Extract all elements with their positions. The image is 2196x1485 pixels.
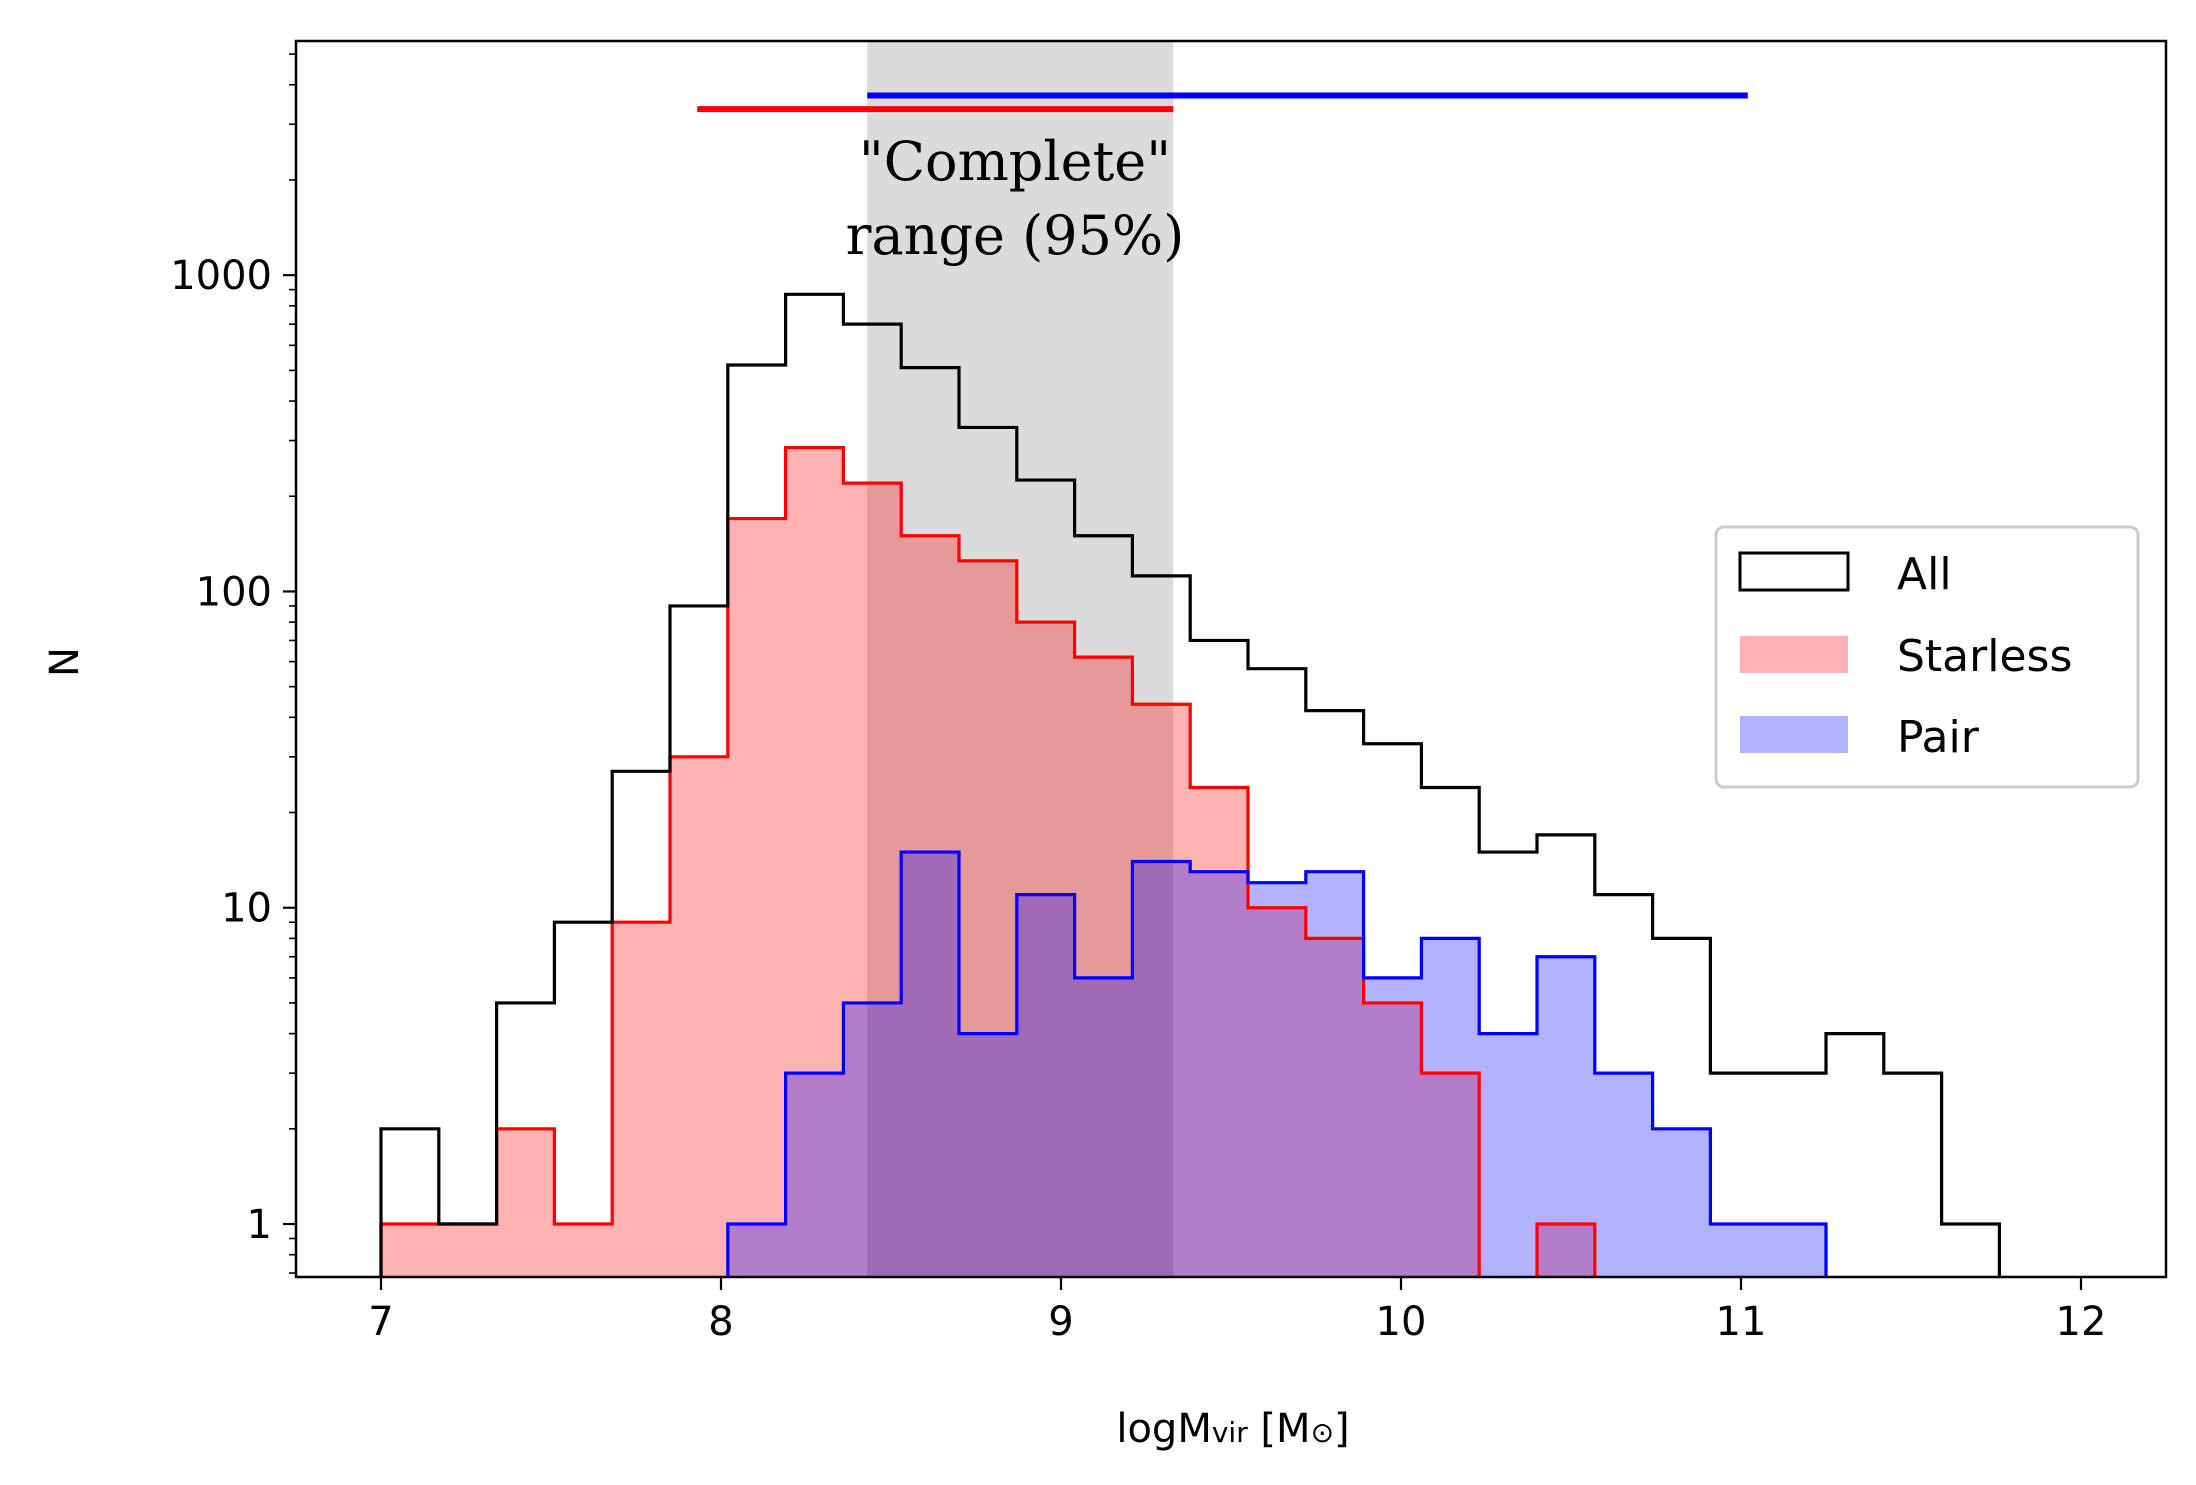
axes: 7 8 9 10 11 12 1 10 100 1000 (170, 39, 2168, 1345)
hist-outline-all (379, 292, 2001, 1277)
y-axis-label: N (42, 647, 88, 677)
y-tick-label: 1000 (170, 253, 272, 299)
x-tick-label: 8 (708, 1299, 733, 1345)
x-tick-label: 7 (368, 1299, 393, 1345)
plot-area (379, 41, 2001, 1277)
legend: All Starless Pair (1714, 525, 2140, 789)
hist-outline-pair (726, 850, 1828, 1277)
x-tick-label: 12 (2056, 1299, 2107, 1345)
legend-swatch-starless (1740, 636, 1848, 673)
legend-box (1714, 525, 2140, 789)
y-tick-label: 100 (196, 569, 272, 615)
legend-swatch-pair (1740, 716, 1848, 753)
hist-fill-starless (381, 447, 1595, 1277)
hist-outline-starless (379, 445, 1597, 1277)
x-tick-label: 9 (1048, 1299, 1073, 1345)
legend-swatch-all (1738, 551, 1850, 592)
x-axis-label: logMvir [M⊙] (1116, 1406, 1349, 1452)
legend-label-all: All (1897, 549, 1952, 600)
x-tick-label: 10 (1376, 1299, 1427, 1345)
plot-frame (294, 39, 2168, 1279)
y-tick-label: 10 (221, 886, 272, 932)
x-tick-label: 11 (1716, 1299, 1767, 1345)
complete-range-annotation-line2: range (95%) (846, 204, 1185, 267)
complete-range-shading (867, 41, 1174, 1277)
y-tick-label: 1 (247, 1202, 272, 1248)
legend-label-pair: Pair (1897, 712, 1980, 763)
complete-range-annotation-line1: "Complete" (859, 130, 1171, 193)
legend-label-starless: Starless (1897, 631, 2072, 682)
